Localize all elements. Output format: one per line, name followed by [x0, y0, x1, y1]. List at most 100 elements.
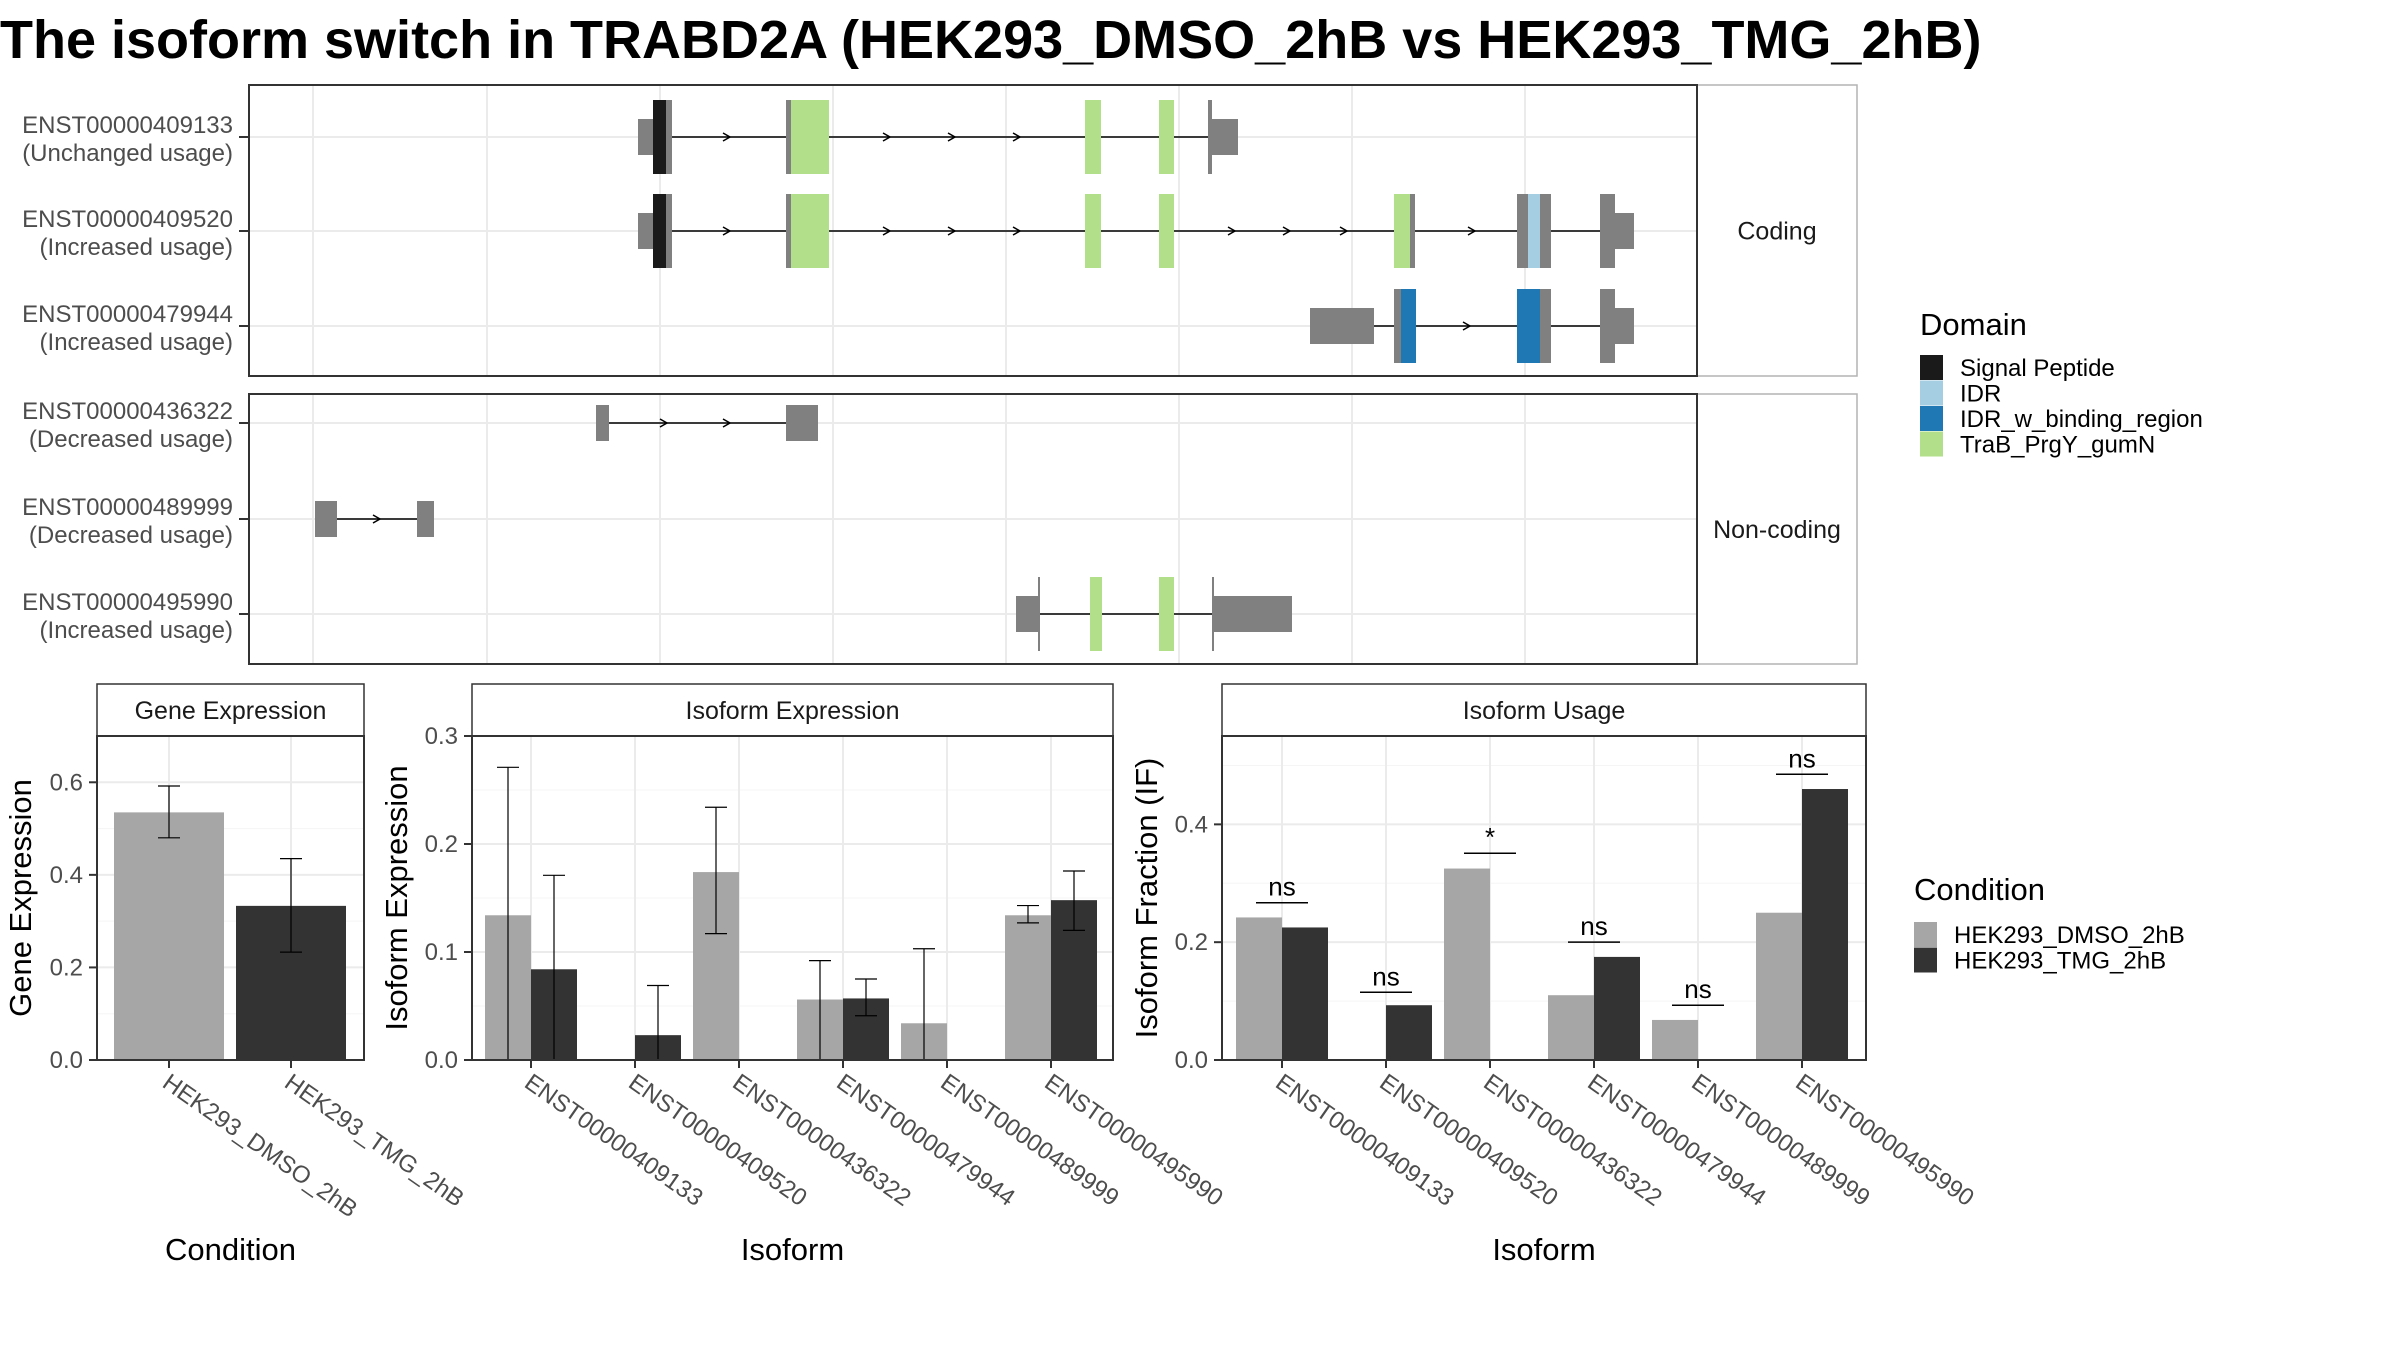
exon-segment — [1214, 596, 1292, 632]
exon-segment — [791, 100, 829, 174]
x-tick-label: HEK293_DMSO_2hB — [158, 1069, 363, 1223]
intron-direction-arrow — [1467, 226, 1477, 236]
bar — [1005, 915, 1051, 1060]
exon-segment — [666, 100, 672, 174]
legend-label: TraB_PrgY_gumN — [1960, 432, 2155, 459]
bar — [1802, 789, 1848, 1060]
intron-direction-arrow — [722, 418, 732, 428]
facet-strip — [1696, 84, 1858, 377]
legend-swatch — [1920, 355, 1943, 380]
x-tick-label: ENST00000436322 — [1479, 1069, 1667, 1212]
exon-segment — [1208, 100, 1212, 174]
isoform-usage-label: (Increased usage) — [40, 617, 233, 644]
domain-legend: Domain Signal PeptideIDRIDR_w_binding_reg… — [1920, 307, 2203, 459]
transcript-structure-panel: Coding Non-coding ENST00000409133(Unchange… — [22, 84, 1858, 665]
chart-title: Gene Expression — [135, 697, 327, 725]
exon-segment — [1085, 194, 1101, 268]
figure-title: The isoform switch in TRABD2A (HEK293_DM… — [0, 10, 1981, 70]
bar — [1756, 912, 1802, 1060]
facet-strip — [471, 683, 1114, 737]
bar — [1548, 995, 1594, 1060]
exon-segment — [1410, 194, 1415, 268]
plot-border — [471, 735, 1114, 1061]
bar — [1444, 868, 1490, 1060]
facet-strip — [96, 683, 365, 737]
x-axis-title: Isoform — [741, 1232, 844, 1267]
exon-segment — [1394, 194, 1410, 268]
x-axis-title: Condition — [165, 1232, 296, 1267]
exon-segment — [1615, 308, 1634, 344]
exon-segment — [1038, 577, 1040, 651]
x-tick-label: ENST00000495990 — [1040, 1069, 1228, 1212]
intron-direction-arrow — [1339, 226, 1349, 236]
legend-swatch — [1920, 406, 1943, 431]
x-tick-label: ENST00000489999 — [1687, 1069, 1875, 1212]
bar — [1594, 956, 1640, 1060]
x-tick-label: ENST00000479944 — [1583, 1069, 1771, 1212]
significance-label: ns — [1788, 743, 1815, 773]
exon-segment — [1090, 577, 1102, 651]
x-tick-label: ENST00000489999 — [936, 1069, 1124, 1212]
exon-segment — [666, 194, 672, 268]
intron-direction-arrow — [1462, 321, 1472, 331]
bar — [1282, 927, 1328, 1060]
exon-segment — [1310, 308, 1374, 344]
exon-segment — [1159, 577, 1174, 651]
intron-direction-arrow — [1282, 226, 1292, 236]
y-axis-title: Gene Expression — [3, 779, 38, 1017]
isoform-expression-chart: Isoform Expression 0.0 0.1 0.2 0.3 ENST000004… — [379, 683, 1228, 1267]
isoform-id-label: ENST00000436322 — [22, 398, 233, 425]
isoform-usage-chart: Isoform Usage 0.0 0.2 0.4 ns ns * ns ns ns ENST000… — [1129, 683, 1979, 1267]
legend-swatch — [1920, 431, 1943, 457]
isoform-id-label: ENST00000495990 — [22, 589, 233, 616]
structure-panel-bg — [249, 394, 1697, 664]
legend-swatch — [1914, 947, 1937, 973]
y-axis-title: Isoform Fraction (IF) — [1129, 758, 1164, 1039]
legend-label: HEK293_DMSO_2hB — [1954, 922, 2185, 949]
significance-label: ns — [1684, 974, 1711, 1004]
y-tick-label: 0.4 — [50, 862, 83, 889]
legend-swatch — [1920, 380, 1943, 406]
isoform-id-label: ENST00000489999 — [22, 494, 233, 521]
legend-label: HEK293_TMG_2hB — [1954, 948, 2166, 975]
legend-label: IDR_w_binding_region — [1960, 406, 2203, 433]
exon-segment — [638, 213, 653, 249]
bar — [1236, 917, 1282, 1060]
isoform-usage-label: (Increased usage) — [40, 234, 233, 261]
facet-strip — [1696, 393, 1858, 665]
y-tick-label: 0.4 — [1175, 811, 1208, 838]
exon-segment — [1540, 194, 1551, 268]
intron-direction-arrow — [659, 418, 669, 428]
facet-strip — [1221, 683, 1867, 737]
intron-direction-arrow — [722, 132, 732, 142]
legend-label: IDR — [1960, 381, 2001, 408]
exon-segment — [786, 194, 791, 268]
exon-segment — [1615, 213, 1634, 249]
plot-border — [96, 735, 365, 1061]
x-tick-label: ENST00000409133 — [520, 1069, 708, 1212]
isoform-usage-label: (Decreased usage) — [29, 426, 233, 453]
legend-title: Domain — [1920, 307, 2027, 342]
bar — [1652, 1019, 1698, 1060]
isoform-id-label: ENST00000479944 — [22, 301, 233, 328]
exon-segment — [1212, 577, 1214, 651]
intron-direction-arrow — [1227, 226, 1237, 236]
intron-direction-arrow — [882, 132, 892, 142]
exon-segment — [653, 194, 666, 268]
structure-panel-border — [248, 393, 1698, 665]
intron-direction-arrow — [947, 132, 957, 142]
exon-segment — [1600, 289, 1615, 363]
x-tick-label: ENST00000409520 — [624, 1069, 812, 1212]
intron-direction-arrow — [947, 226, 957, 236]
exon-segment — [1517, 289, 1540, 363]
isoform-id-label: ENST00000409520 — [22, 206, 233, 233]
y-tick-label: 0.1 — [425, 939, 458, 966]
facet-label: Coding — [1737, 218, 1816, 246]
exon-segment — [417, 501, 434, 537]
y-tick-label: 0.0 — [1175, 1047, 1208, 1074]
y-axis-title: Isoform Expression — [379, 765, 414, 1030]
exon-segment — [653, 100, 666, 174]
y-tick-label: 0.2 — [1175, 929, 1208, 956]
legend-title: Condition — [1914, 872, 2045, 907]
